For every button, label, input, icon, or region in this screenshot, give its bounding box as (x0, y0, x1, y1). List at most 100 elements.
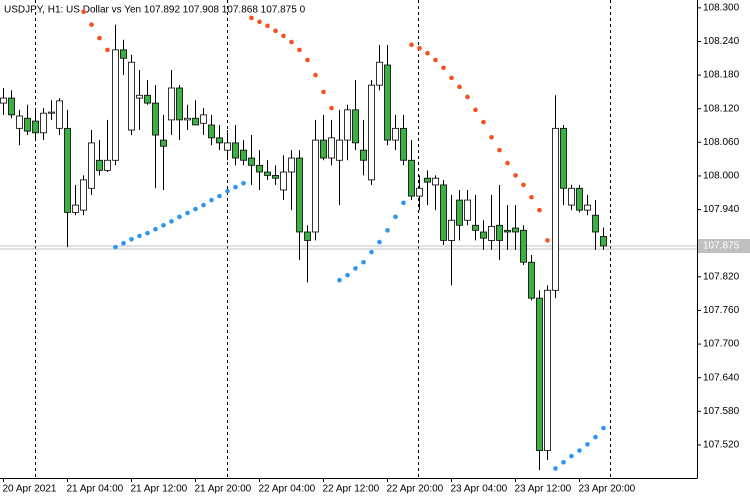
candle-body (432, 177, 439, 186)
sar-dot (137, 233, 142, 239)
candle (40, 108, 47, 141)
candle-body (528, 261, 535, 299)
candle (592, 200, 599, 250)
sar-dot (353, 266, 358, 271)
sar-dot (105, 47, 110, 53)
candle (280, 155, 287, 201)
candle (408, 140, 415, 201)
y-tick-label: 108.060 (703, 137, 740, 148)
candle (552, 95, 559, 299)
candle (120, 39, 127, 76)
candle (336, 109, 343, 206)
y-tick-label: 108.120 (703, 103, 740, 114)
candle-body (56, 100, 63, 129)
candle-body (280, 171, 287, 191)
candle (136, 70, 143, 131)
sar-dot (185, 210, 190, 216)
x-tick-label: 20 Apr 2021 (3, 484, 57, 495)
sar-dot (177, 214, 182, 220)
sar-dot (145, 230, 150, 236)
candle (288, 150, 295, 211)
candle-body (224, 142, 231, 151)
candle (424, 170, 431, 206)
candle (600, 227, 607, 250)
sar-dot (233, 184, 238, 190)
candle (160, 114, 167, 190)
candle-body (288, 157, 295, 173)
candle-body (112, 49, 119, 161)
candle-body (144, 94, 151, 104)
x-tick-label: 22 Apr 12:00 (323, 484, 380, 495)
sar-dot (305, 57, 310, 63)
candle (256, 150, 263, 190)
candle (64, 109, 71, 248)
candle (472, 195, 479, 241)
y-tick-label: 108.000 (703, 171, 740, 182)
candle (168, 70, 175, 136)
candle-body (160, 139, 167, 147)
sar-dot (537, 207, 542, 213)
candle (304, 225, 311, 283)
candle-body (152, 102, 159, 136)
candle-body (488, 225, 495, 241)
candle (416, 175, 423, 211)
candle-body (192, 117, 199, 126)
candle-body (296, 157, 303, 233)
candle (16, 109, 23, 146)
sar-dot (225, 188, 230, 194)
sar-dot (329, 105, 334, 111)
sar-dot (209, 197, 214, 203)
candle-body (560, 127, 567, 189)
candle-body (352, 109, 359, 144)
candle-body (312, 139, 319, 233)
y-tick-label: 107.700 (703, 339, 740, 350)
sar-dot (217, 193, 222, 199)
sar-dot (409, 42, 414, 48)
candle (144, 80, 151, 105)
candle-body (104, 159, 111, 171)
sar-dot (321, 89, 326, 95)
candle (464, 189, 471, 226)
sar-dot (553, 466, 558, 471)
candle (128, 54, 135, 136)
x-tick-label: 22 Apr 04:00 (259, 484, 316, 495)
candle (584, 195, 591, 216)
candle (104, 119, 111, 173)
x-tick-label: 23 Apr 12:00 (515, 484, 572, 495)
sar-dot (129, 236, 134, 242)
candle (480, 220, 487, 250)
candle-body (64, 127, 71, 213)
x-tick-label: 23 Apr 20:00 (579, 484, 636, 495)
sar-dot (521, 182, 526, 188)
candle (56, 98, 63, 136)
candle-body (360, 149, 367, 161)
sar-dot (393, 214, 398, 220)
candle-body (40, 112, 47, 134)
candle-body (72, 204, 79, 213)
candle (208, 114, 215, 146)
candle (272, 165, 279, 185)
candle-body (184, 117, 191, 121)
sar-dot (569, 453, 574, 459)
candle-body (320, 139, 327, 159)
y-tick-label: 107.640 (703, 372, 740, 383)
candle (344, 104, 351, 161)
sar-dot (449, 75, 454, 81)
sar-dot (121, 240, 126, 246)
candle-body (200, 114, 207, 124)
sar-dot (281, 33, 286, 39)
sar-dot (161, 222, 166, 228)
candle (512, 205, 519, 250)
candle-body (416, 187, 423, 197)
sar-dot (313, 72, 318, 78)
candle-body (504, 229, 511, 233)
candle (152, 85, 159, 189)
sar-dot (377, 239, 382, 245)
price-label-box (698, 239, 750, 254)
candle-body (80, 179, 87, 211)
candle-body (576, 187, 583, 211)
candle-body (400, 127, 407, 161)
candle-body (240, 149, 247, 161)
candle-body (544, 289, 551, 451)
